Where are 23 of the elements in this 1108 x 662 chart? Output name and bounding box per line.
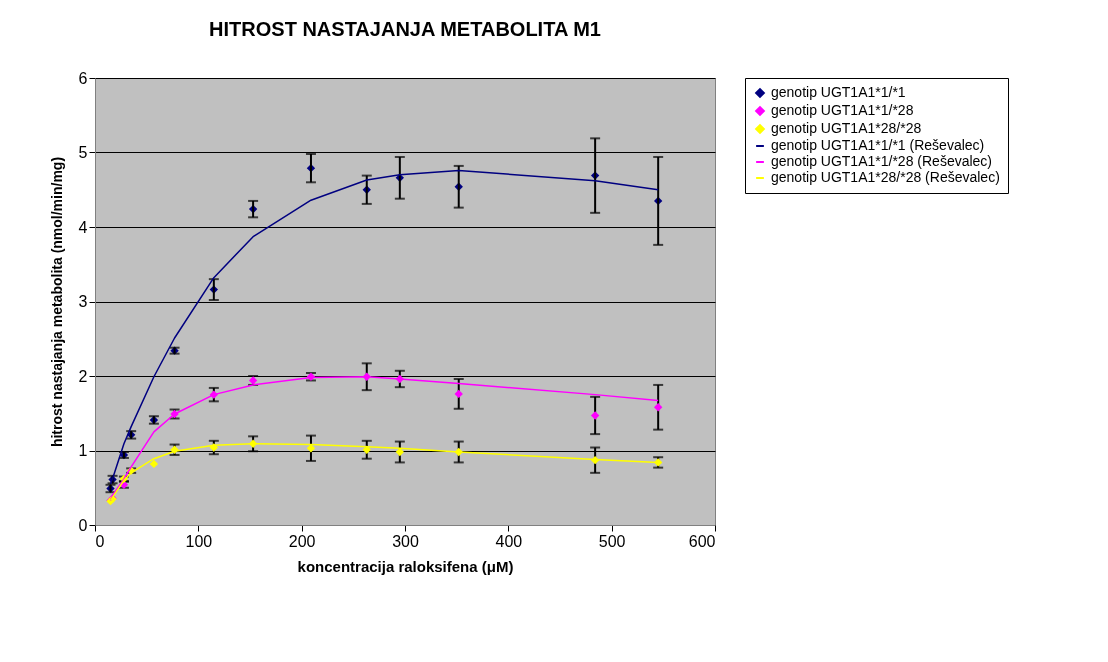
x-tick-label: 600 bbox=[688, 532, 716, 550]
legend-label: genotip UGT1A1*1/*28 (Reševalec) bbox=[771, 153, 993, 169]
y-axis-title: hitrost nastajanja metabolita (nmol/min/mg) bbox=[48, 156, 65, 448]
x-tick-label: 0 bbox=[95, 532, 105, 550]
legend-label: genotip UGT1A1*1/*1 (Reševalec) bbox=[771, 137, 985, 153]
x-axis-title: koncentracija raloksifena (μM) bbox=[297, 557, 514, 575]
y-tick-label: 1 bbox=[78, 442, 88, 459]
x-tick-label: 300 bbox=[392, 532, 419, 550]
y-tick-label: 5 bbox=[78, 144, 88, 161]
y-tick-label: 6 bbox=[78, 69, 88, 87]
x-tick-label: 200 bbox=[288, 532, 316, 550]
chart-title: HITROST NASTAJANJA METABOLITA M1 bbox=[209, 18, 601, 40]
legend-label: genotip UGT1A1*28/*28 bbox=[771, 120, 922, 136]
x-tick-label: 400 bbox=[495, 532, 523, 550]
legend-label: genotip UGT1A1*1/*28 bbox=[771, 102, 914, 118]
legend-label: genotip UGT1A1*1/*1 bbox=[771, 84, 906, 100]
x-tick-label: 100 bbox=[185, 532, 213, 550]
legend-label: genotip UGT1A1*28/*28 (Reševalec) bbox=[771, 169, 1000, 185]
y-tick-label: 2 bbox=[78, 367, 88, 385]
y-tick-label: 4 bbox=[78, 218, 88, 236]
y-tick-label: 3 bbox=[78, 293, 88, 310]
x-tick-label: 500 bbox=[598, 532, 626, 550]
y-tick-label: 0 bbox=[78, 516, 88, 534]
